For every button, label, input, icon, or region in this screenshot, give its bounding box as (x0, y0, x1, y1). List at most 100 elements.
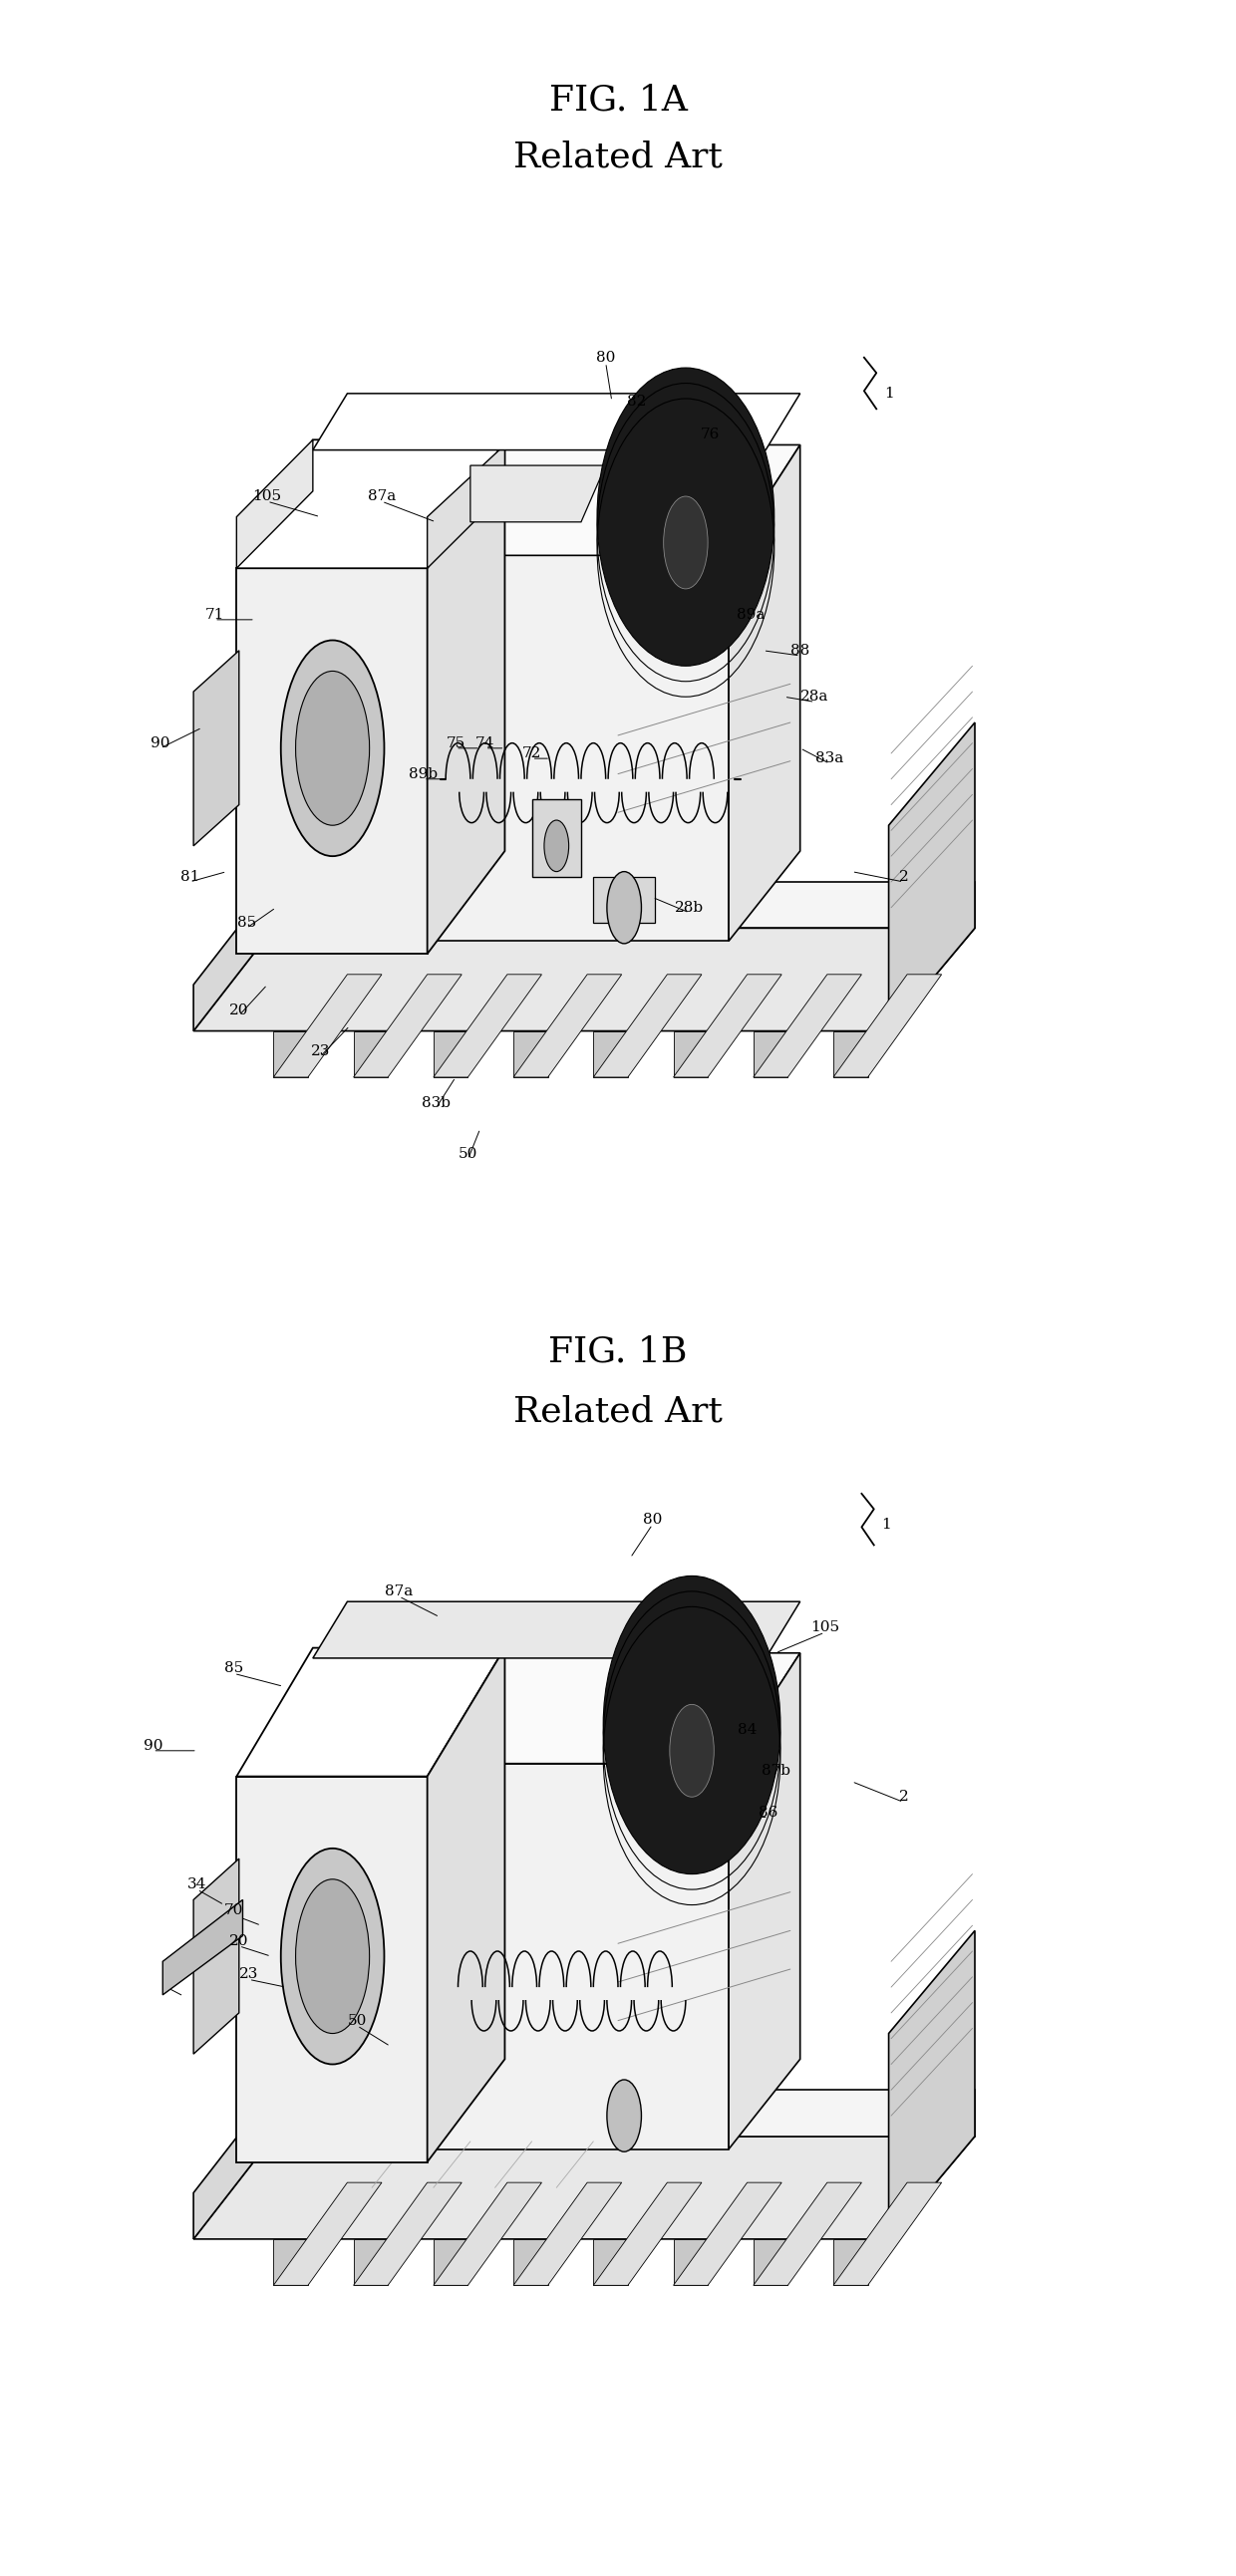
Polygon shape (273, 2182, 382, 2285)
Polygon shape (273, 2239, 308, 2285)
Circle shape (281, 1850, 384, 2063)
Polygon shape (428, 1649, 504, 2161)
Polygon shape (428, 440, 504, 953)
Polygon shape (434, 974, 541, 1077)
Polygon shape (513, 2182, 622, 2285)
Text: 75: 75 (446, 737, 465, 750)
Polygon shape (194, 652, 239, 845)
Circle shape (281, 641, 384, 855)
Text: Related Art: Related Art (513, 1394, 723, 1427)
Circle shape (607, 871, 641, 943)
Polygon shape (754, 2182, 861, 2285)
Text: 87b: 87b (761, 1765, 790, 1777)
Polygon shape (513, 2239, 548, 2285)
Polygon shape (593, 974, 702, 1077)
Polygon shape (428, 556, 729, 940)
Polygon shape (273, 2089, 975, 2136)
Text: 2: 2 (899, 1790, 908, 1803)
Polygon shape (754, 2239, 787, 2285)
Polygon shape (434, 2239, 468, 2285)
Text: 28a: 28a (801, 690, 829, 703)
Polygon shape (236, 440, 313, 569)
Text: 87a: 87a (367, 489, 396, 502)
Polygon shape (889, 721, 975, 1030)
Polygon shape (313, 394, 800, 451)
Text: 89b: 89b (409, 768, 438, 781)
Polygon shape (471, 466, 606, 523)
Polygon shape (531, 799, 581, 876)
Polygon shape (833, 2182, 942, 2285)
Polygon shape (194, 927, 975, 1030)
Text: 82: 82 (627, 394, 646, 407)
Polygon shape (754, 974, 861, 1077)
Text: 80: 80 (643, 1512, 662, 1528)
Text: 90: 90 (151, 737, 171, 750)
Polygon shape (428, 446, 504, 569)
Circle shape (295, 672, 370, 824)
Polygon shape (593, 876, 655, 922)
Polygon shape (236, 1777, 428, 2161)
Polygon shape (434, 1030, 468, 1077)
Text: 23: 23 (310, 1043, 330, 1059)
Polygon shape (833, 974, 942, 1077)
Polygon shape (674, 2182, 781, 2285)
Polygon shape (428, 1654, 800, 1765)
Polygon shape (428, 446, 800, 556)
Text: 20: 20 (230, 1005, 248, 1018)
Text: 70: 70 (225, 1904, 243, 1917)
Polygon shape (273, 974, 382, 1077)
Text: 85: 85 (237, 917, 256, 930)
Polygon shape (434, 2182, 541, 2285)
Polygon shape (674, 974, 781, 1077)
Text: 81: 81 (180, 871, 199, 884)
Ellipse shape (603, 1577, 780, 1875)
Polygon shape (353, 974, 462, 1077)
Text: 105: 105 (811, 1620, 839, 1633)
Text: 1: 1 (881, 1517, 891, 1533)
Text: 20: 20 (230, 1935, 248, 1947)
Circle shape (670, 1705, 714, 1798)
Polygon shape (313, 1602, 800, 1659)
Circle shape (607, 2079, 641, 2151)
Ellipse shape (597, 368, 774, 667)
Text: Related Art: Related Art (513, 139, 723, 175)
Text: 80: 80 (596, 350, 616, 363)
Text: 34: 34 (188, 1878, 206, 1891)
Text: 76: 76 (701, 428, 719, 440)
Polygon shape (593, 1030, 628, 1077)
Text: FIG. 1A: FIG. 1A (549, 82, 687, 118)
Text: 87a: 87a (384, 1584, 413, 1597)
Polygon shape (273, 881, 975, 927)
Polygon shape (674, 2239, 708, 2285)
Polygon shape (236, 440, 504, 569)
Text: 85: 85 (225, 1662, 243, 1674)
Text: 1: 1 (884, 386, 894, 399)
Polygon shape (513, 974, 622, 1077)
Text: 50: 50 (459, 1146, 477, 1162)
Polygon shape (833, 1030, 868, 1077)
Text: 28b: 28b (675, 902, 703, 914)
Circle shape (544, 819, 569, 871)
Text: 89a: 89a (737, 608, 765, 621)
Polygon shape (194, 1860, 239, 2053)
Polygon shape (754, 1030, 787, 1077)
Text: 23: 23 (240, 1968, 258, 1981)
Text: 74: 74 (476, 737, 494, 750)
Text: 90: 90 (143, 1739, 163, 1752)
Polygon shape (593, 2239, 628, 2285)
Circle shape (295, 1880, 370, 2032)
Polygon shape (889, 1929, 975, 2239)
Polygon shape (353, 2182, 462, 2285)
Polygon shape (833, 2239, 868, 2285)
Polygon shape (593, 2182, 702, 2285)
Text: FIG. 1B: FIG. 1B (549, 1334, 687, 1370)
Text: 83a: 83a (816, 752, 844, 765)
Polygon shape (353, 1030, 388, 1077)
Text: 105: 105 (253, 489, 282, 502)
Text: 71: 71 (205, 608, 224, 621)
Text: 84: 84 (738, 1723, 756, 1736)
Text: 83b: 83b (421, 1095, 450, 1110)
Circle shape (664, 497, 708, 590)
Polygon shape (194, 2136, 975, 2239)
Polygon shape (194, 2089, 273, 2239)
